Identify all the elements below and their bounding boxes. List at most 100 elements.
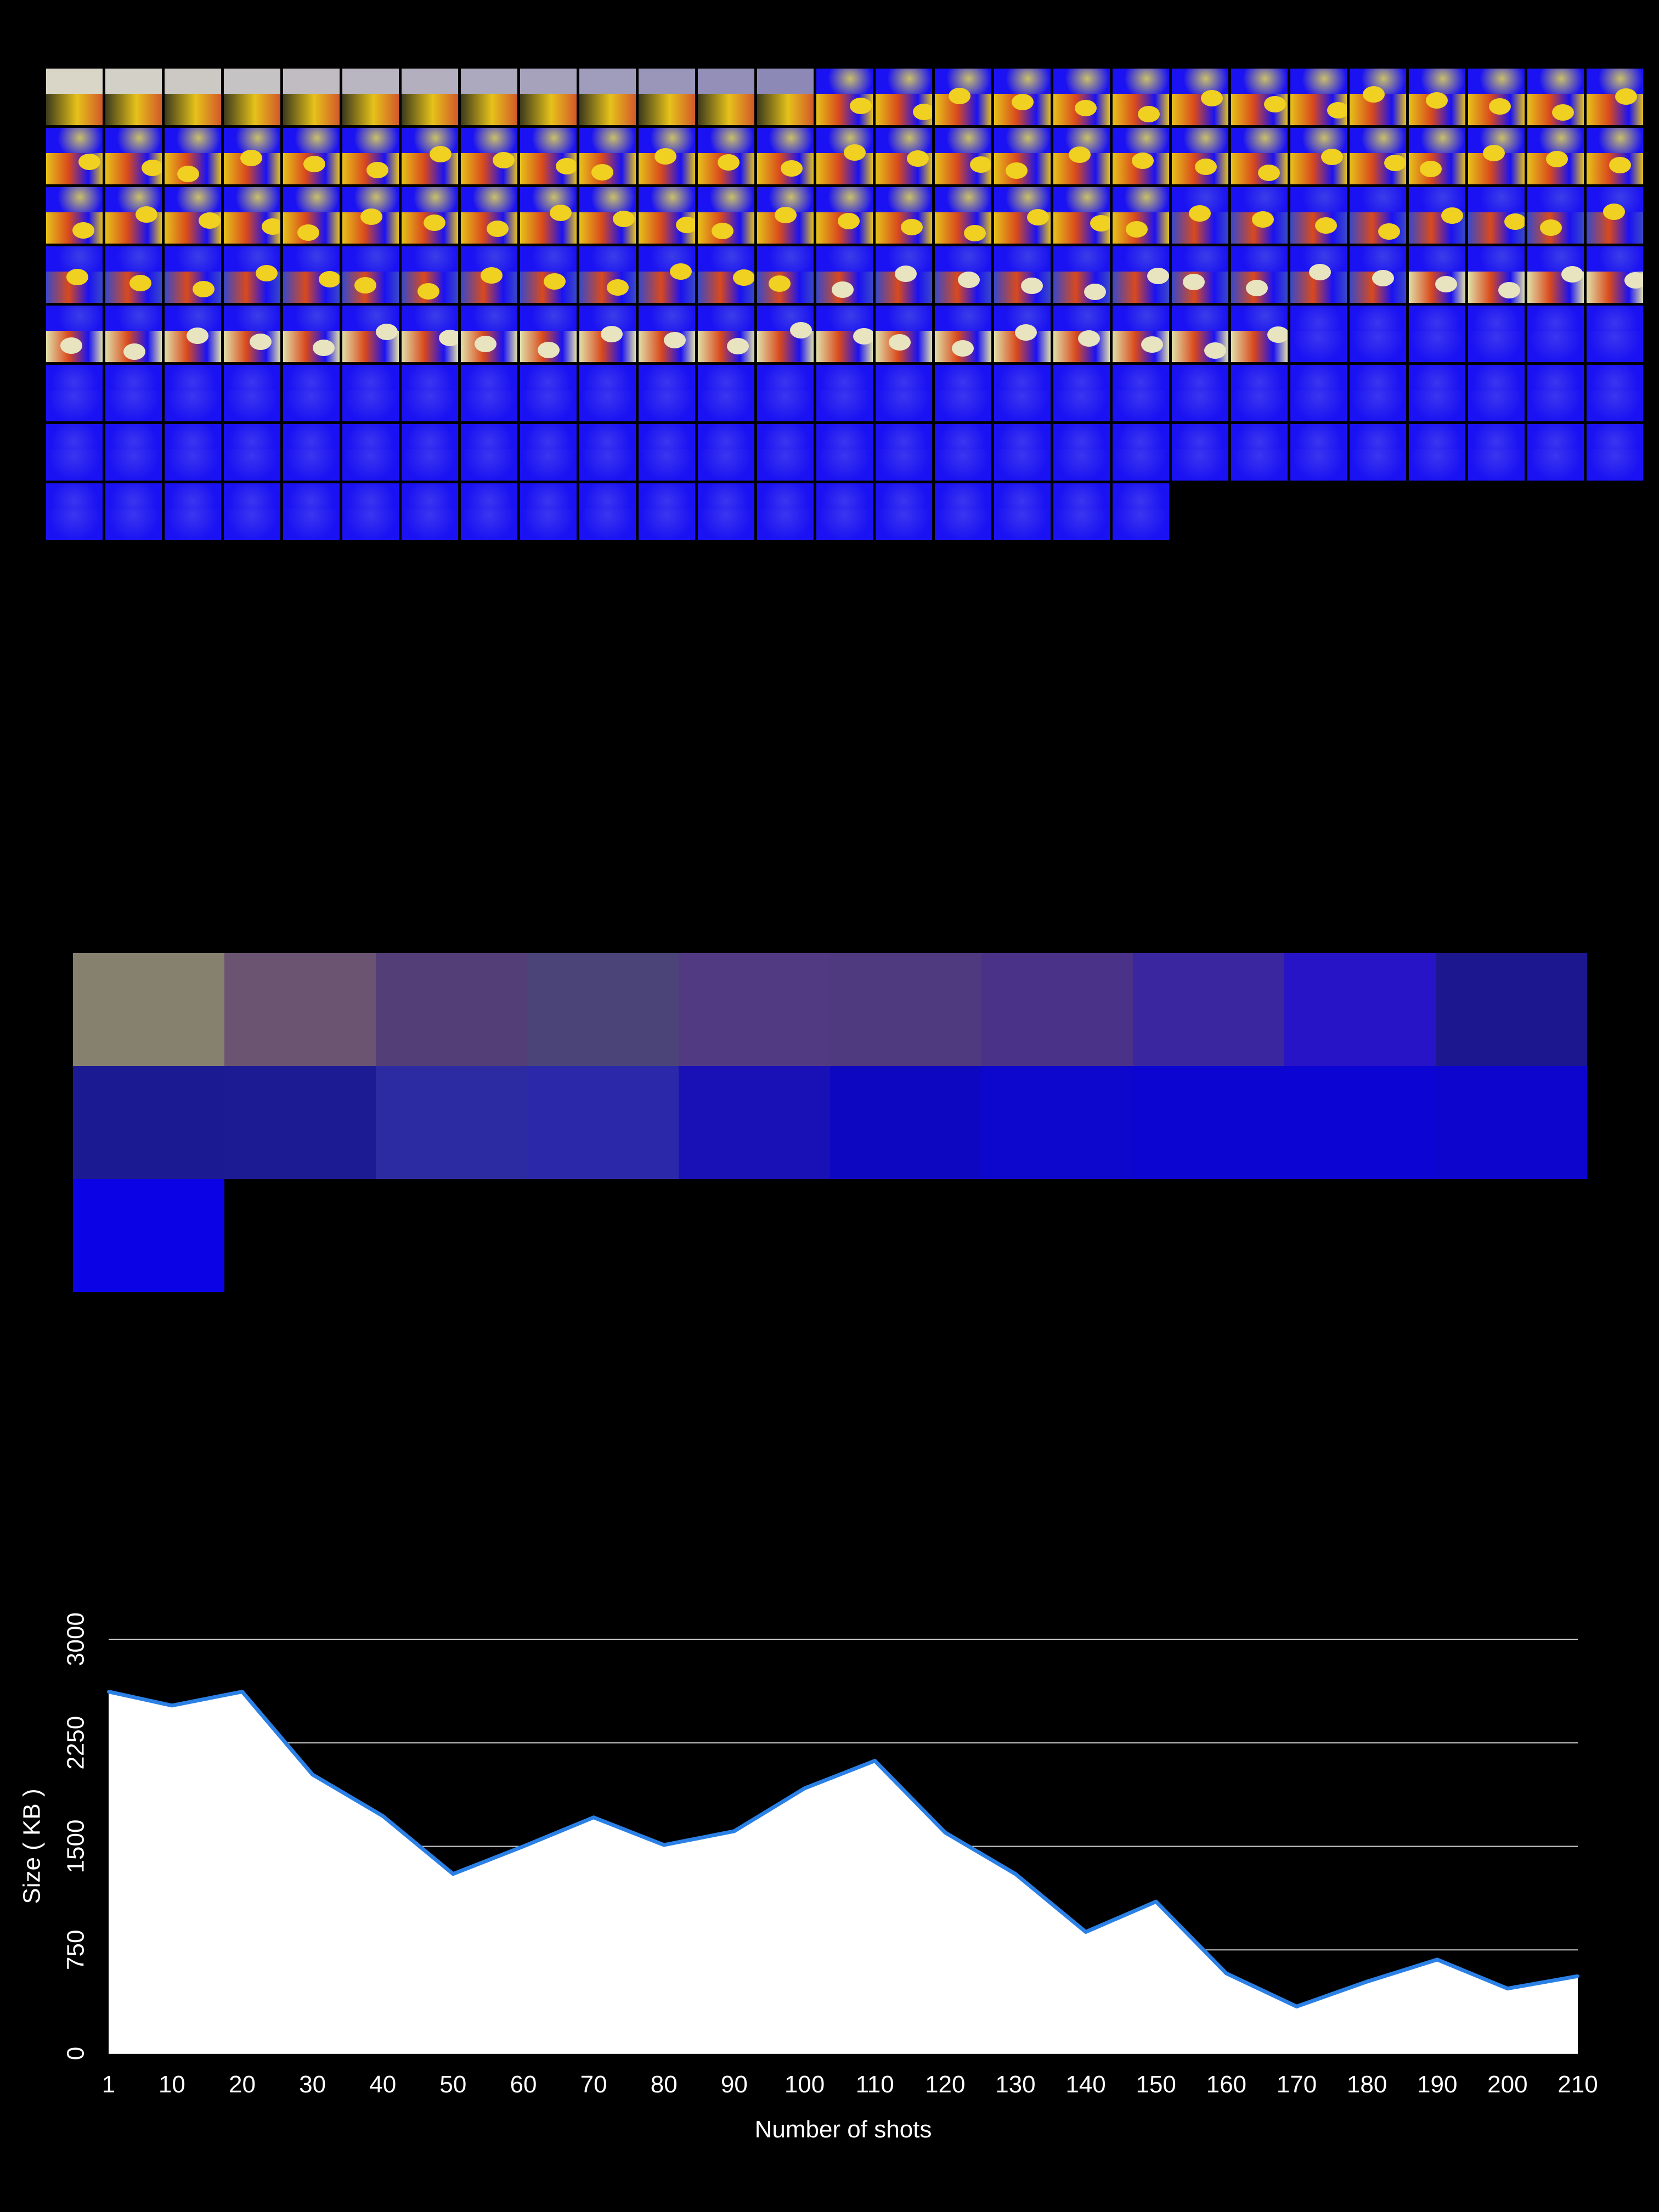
- thumbnail: [1230, 364, 1289, 422]
- x-tick-label: 70: [580, 2071, 607, 2098]
- thumbnail: [637, 186, 696, 245]
- thumbnail: [1052, 304, 1111, 363]
- thumbnail: [223, 67, 281, 126]
- data-point: [311, 1773, 314, 1776]
- thumbnail: [1348, 423, 1407, 482]
- color-swatch: [981, 953, 1133, 1066]
- y-tick-labels: 0 750 1500 2250 3000: [63, 1612, 89, 2060]
- x-tick-label: 170: [1277, 2071, 1317, 2098]
- thumbnail: [874, 186, 933, 245]
- thumbnail: [282, 304, 341, 363]
- thumbnail: [104, 67, 163, 126]
- color-swatch: [830, 1066, 981, 1179]
- thumbnail: [45, 245, 104, 304]
- thumbnail: [1408, 245, 1466, 304]
- thumbnail: [282, 423, 341, 482]
- thumbnail: [637, 423, 696, 482]
- thumbnail: [223, 423, 281, 482]
- thumbnail: [756, 67, 815, 126]
- thumbnail: [282, 127, 341, 185]
- thumbnail: [934, 482, 992, 541]
- thumbnail: [815, 186, 874, 245]
- color-swatch: [224, 1066, 376, 1179]
- x-tick-labels: 1 10 20 30 40 50 60 70 80 90 100 110 120 130 140 150 160…: [102, 2071, 1598, 2098]
- thumbnail: [1171, 245, 1229, 304]
- thumbnail: [104, 245, 163, 304]
- thumbnail: [1111, 304, 1170, 363]
- thumbnail: [400, 127, 459, 185]
- data-points: [107, 1690, 1579, 2008]
- thumbnail: [519, 364, 578, 422]
- thumbnail: [874, 364, 933, 422]
- color-swatch: [679, 1066, 830, 1179]
- thumbnail: [1289, 364, 1348, 422]
- thumbnail: [993, 482, 1052, 541]
- thumbnail: [1171, 186, 1229, 245]
- x-tick-label: 200: [1487, 2071, 1527, 2098]
- x-tick-label: 190: [1417, 2071, 1457, 2098]
- thumbnail: [460, 423, 518, 482]
- thumbnail: [282, 186, 341, 245]
- thumbnail-grid: [45, 67, 1644, 602]
- x-tick-label: 130: [995, 2071, 1035, 2098]
- thumbnail: [45, 423, 104, 482]
- thumbnail: [282, 364, 341, 422]
- x-tick-label: 30: [299, 2071, 326, 2098]
- thumbnail: [637, 67, 696, 126]
- thumbnail: [697, 364, 755, 422]
- thumbnail: [815, 364, 874, 422]
- thumbnail: [993, 364, 1052, 422]
- thumbnail: [815, 482, 874, 541]
- color-swatch: [1436, 1066, 1587, 1179]
- thumbnail: [1052, 364, 1111, 422]
- thumbnail: [1111, 482, 1170, 541]
- thumbnail: [400, 482, 459, 541]
- thumbnail: [460, 482, 518, 541]
- thumbnail: [578, 364, 637, 422]
- thumbnail: [993, 423, 1052, 482]
- thumbnail: [460, 186, 518, 245]
- thumbnail: [1052, 482, 1111, 541]
- thumbnail: [874, 67, 933, 126]
- thumbnail: [163, 423, 222, 482]
- data-point: [451, 1872, 455, 1876]
- thumbnail: [934, 304, 992, 363]
- data-point: [1505, 1987, 1509, 1990]
- x-tick-label: 80: [651, 2071, 678, 2098]
- thumbnail: [1171, 304, 1229, 363]
- thumbnail: [519, 186, 578, 245]
- thumbnail: [1348, 186, 1407, 245]
- color-swatch: [1133, 1066, 1284, 1179]
- thumbnail: [519, 304, 578, 363]
- thumbnail: [460, 364, 518, 422]
- data-point: [107, 1690, 110, 1694]
- x-tick-label: 60: [510, 2071, 537, 2098]
- data-point: [1013, 1872, 1017, 1876]
- thumbnail: [1289, 127, 1348, 185]
- thumbnail: [637, 127, 696, 185]
- thumbnail: [756, 186, 815, 245]
- thumbnail: [1526, 423, 1585, 482]
- thumbnail: [815, 423, 874, 482]
- thumbnail: [163, 186, 222, 245]
- thumbnail: [756, 482, 815, 541]
- thumbnail: [697, 67, 755, 126]
- thumbnail: [341, 423, 400, 482]
- color-swatch: [376, 953, 527, 1066]
- thumbnail: [756, 127, 815, 185]
- thumbnail: [637, 245, 696, 304]
- thumbnail: [163, 482, 222, 541]
- thumbnail: [934, 127, 992, 185]
- thumbnail: [519, 127, 578, 185]
- thumbnail: [163, 67, 222, 126]
- thumbnail: [874, 304, 933, 363]
- thumbnail: [815, 67, 874, 126]
- thumbnail: [1111, 423, 1170, 482]
- thumbnail: [341, 364, 400, 422]
- thumbnail: [45, 127, 104, 185]
- thumbnail: [697, 186, 755, 245]
- thumbnail: [223, 364, 281, 422]
- thumbnail: [1171, 364, 1229, 422]
- thumbnail: [223, 482, 281, 541]
- x-tick-label: 40: [369, 2071, 396, 2098]
